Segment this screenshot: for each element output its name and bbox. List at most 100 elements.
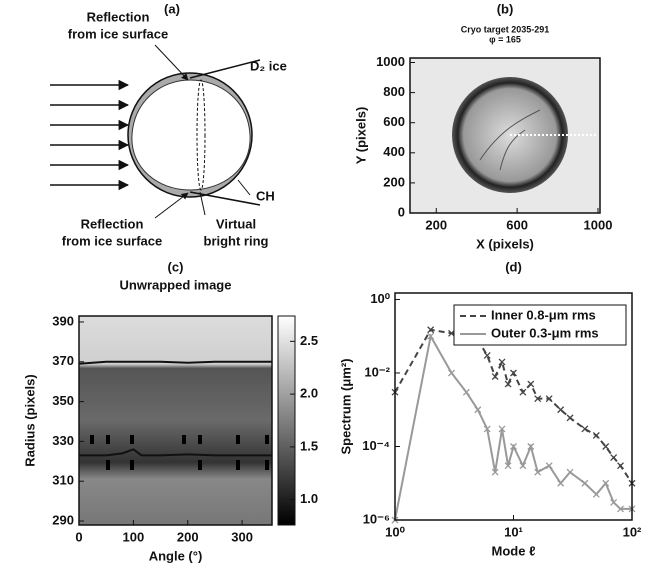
dark-blocks xyxy=(90,435,269,470)
point xyxy=(545,462,553,470)
point xyxy=(519,388,527,396)
x-tick-label: 100 xyxy=(123,529,145,544)
target-image xyxy=(410,58,600,213)
annotation: Reflection xyxy=(81,216,144,231)
annotation: Virtual xyxy=(216,216,256,231)
point xyxy=(592,431,600,439)
y-tick-label: 200 xyxy=(383,174,405,189)
annotation: D₂ ice xyxy=(250,58,287,73)
series-line xyxy=(394,333,632,521)
pointer xyxy=(154,44,189,81)
y-tick-label: 10⁻⁶ xyxy=(363,511,390,526)
point xyxy=(448,369,455,377)
point xyxy=(491,373,499,381)
chart-title: Cryo target 2035-291 xyxy=(461,24,550,34)
point xyxy=(617,462,624,470)
x-tick-label: 200 xyxy=(177,529,199,544)
point xyxy=(557,479,565,487)
heatmap xyxy=(79,316,272,525)
plot-frame xyxy=(409,57,601,214)
point xyxy=(557,406,565,414)
point xyxy=(483,351,491,359)
y-tick-label: 0 xyxy=(398,204,405,219)
heatmap-image xyxy=(79,315,296,526)
y-tick-label: 400 xyxy=(383,144,405,159)
rays xyxy=(50,79,130,191)
y-tick-label: 10⁻² xyxy=(364,364,390,379)
point xyxy=(545,395,553,403)
edge-line xyxy=(79,448,272,457)
point xyxy=(498,425,506,433)
legend-box xyxy=(453,304,627,346)
point xyxy=(592,490,600,498)
x-tick-label: 600 xyxy=(506,217,528,232)
point xyxy=(602,479,610,487)
colorbar-tick-label: 1.0 xyxy=(300,491,318,506)
y-tick-label: 600 xyxy=(383,114,405,129)
panel-label: (a) xyxy=(164,1,180,16)
point xyxy=(427,326,435,334)
point xyxy=(519,462,527,470)
diagram: (a) Reflection from ice surface D₂ ice C… xyxy=(50,1,287,248)
y-tick-label: 310 xyxy=(52,473,74,488)
target-feature xyxy=(479,109,541,171)
annotation: Reflection xyxy=(87,9,150,24)
colorbar xyxy=(277,315,296,526)
legend-label: Inner 0.8-μm rms xyxy=(491,307,596,322)
x-tick-label: 1000 xyxy=(584,217,613,232)
x-axis-label: X (pixels) xyxy=(476,236,534,251)
point xyxy=(581,479,589,487)
chart-title: Unwrapped image xyxy=(120,277,232,292)
point xyxy=(566,468,574,476)
virtual-ring xyxy=(196,79,206,191)
point xyxy=(581,425,589,433)
legend-label: Outer 0.3-μm rms xyxy=(491,325,599,340)
point xyxy=(474,406,482,414)
point xyxy=(510,369,517,377)
reflection-ray xyxy=(189,191,261,206)
point xyxy=(610,499,618,506)
point xyxy=(483,425,491,433)
x-axis-label: Mode ℓ xyxy=(492,543,536,558)
y-tick-label: 10⁰ xyxy=(370,291,390,306)
y-tick-label: 330 xyxy=(52,433,74,448)
plot-frame xyxy=(78,315,273,526)
x-tick-label: 10⁰ xyxy=(385,524,405,539)
y-tick-label: 390 xyxy=(52,313,74,328)
x-tick-label: 10² xyxy=(623,524,642,539)
point xyxy=(510,443,517,450)
annotation: bright ring xyxy=(204,233,269,248)
panel-label: (c) xyxy=(168,259,184,274)
y-axis-label: Y (pixels) xyxy=(353,107,368,165)
point xyxy=(462,388,470,396)
edge-line xyxy=(78,360,272,365)
colorbar-tick-label: 1.5 xyxy=(300,438,318,453)
point xyxy=(527,443,535,450)
annotation: from ice surface xyxy=(62,233,162,248)
x-axis-label: Angle (°) xyxy=(149,548,203,563)
point xyxy=(427,332,435,340)
point xyxy=(566,414,574,422)
y-tick-label: 370 xyxy=(52,353,74,368)
chart-subtitle: φ = 165 xyxy=(489,34,521,44)
point xyxy=(534,468,542,476)
panel-label: (d) xyxy=(505,259,522,274)
point xyxy=(491,468,499,476)
colorbar-tick-label: 2.0 xyxy=(300,386,318,401)
series-line xyxy=(394,328,633,484)
colorbar-tick-label: 2.5 xyxy=(300,333,318,348)
pointer xyxy=(237,179,251,196)
pointer xyxy=(199,191,206,216)
pointer xyxy=(154,192,189,219)
x-tick-label: 300 xyxy=(231,529,253,544)
x-tick-label: 200 xyxy=(425,217,447,232)
ice-inner xyxy=(131,79,251,191)
y-axis-label: Radius (pixels) xyxy=(22,374,37,466)
y-tick-label: 10⁻⁴ xyxy=(362,438,390,453)
point xyxy=(534,395,542,403)
y-tick-label: 290 xyxy=(52,512,74,527)
reflection-ray xyxy=(189,59,261,79)
y-axis-label: Spectrum (μm²) xyxy=(338,358,353,454)
annotation: CH xyxy=(256,188,275,203)
point xyxy=(602,443,610,450)
